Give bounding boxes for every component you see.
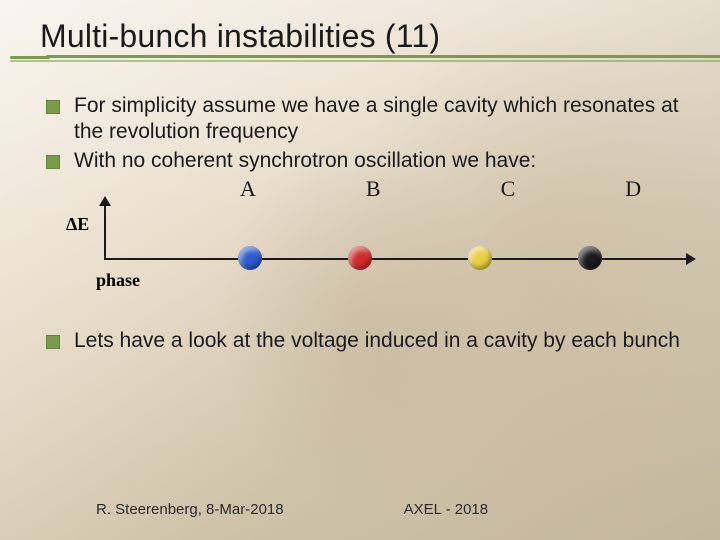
- title-wrap: Multi-bunch instabilities (11): [40, 18, 690, 55]
- slide-container: Multi-bunch instabilities (11) For simpl…: [0, 0, 720, 540]
- delta-e-axis-label: ΔE: [66, 214, 89, 235]
- bullet-item: Lets have a look at the voltage induced …: [74, 328, 690, 354]
- footer: R. Steerenberg, 8-Mar-2018 AXEL - 2018: [0, 501, 720, 518]
- content-block-top: For simplicity assume we have a single c…: [40, 93, 690, 288]
- bunch-dot-c: [468, 246, 492, 270]
- axis-x: [104, 258, 694, 260]
- content-block-bottom: Lets have a look at the voltage induced …: [40, 328, 690, 354]
- phase-axis-label: phase: [96, 270, 140, 291]
- bunch-dot-b: [348, 246, 372, 270]
- footer-course: AXEL - 2018: [404, 501, 489, 518]
- bullet-list-bottom: Lets have a look at the voltage induced …: [40, 328, 690, 354]
- bullet-item: For simplicity assume we have a single c…: [74, 93, 690, 146]
- bullet-list-top: For simplicity assume we have a single c…: [40, 93, 690, 174]
- page-title: Multi-bunch instabilities (11): [40, 18, 690, 55]
- bullet-item: With no coherent synchrotron oscillation…: [74, 148, 690, 174]
- axis-y: [104, 198, 106, 260]
- footer-author-date: R. Steerenberg, 8-Mar-2018: [96, 501, 284, 518]
- phase-diagram: ΔE phase: [40, 198, 690, 288]
- bunch-dot-d: [578, 246, 602, 270]
- bunch-dot-a: [238, 246, 262, 270]
